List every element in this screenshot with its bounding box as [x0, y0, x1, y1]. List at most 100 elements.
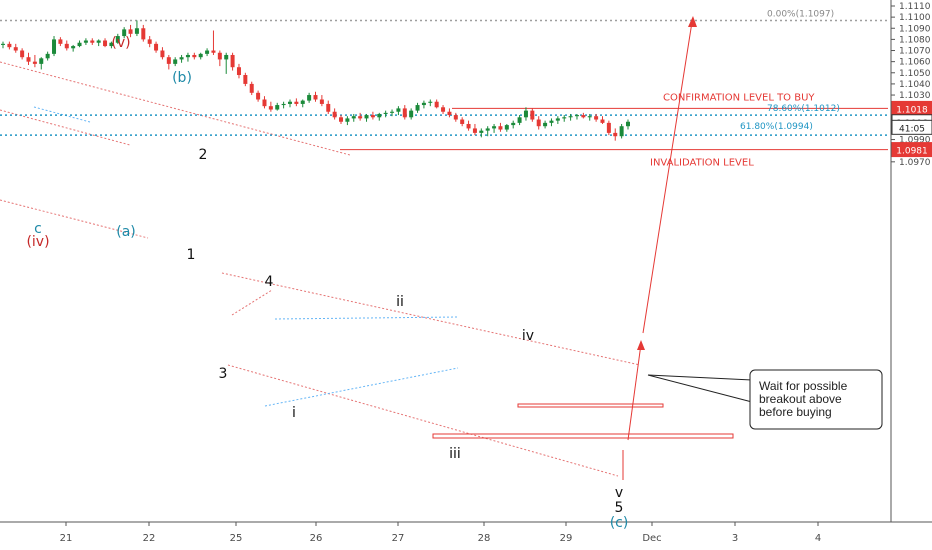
candle — [300, 99, 305, 108]
callout-line-1: Wait for possible — [759, 379, 848, 393]
wave-label: i — [292, 405, 296, 421]
candle — [485, 126, 490, 137]
candle — [134, 20, 139, 37]
projection-arrows — [622, 16, 697, 480]
candle — [122, 27, 127, 39]
candle — [45, 51, 50, 61]
candle — [626, 119, 630, 130]
candle — [396, 106, 401, 116]
y-tick-label: 1.1090 — [899, 24, 931, 34]
candle — [96, 39, 101, 47]
wave-label: iii — [449, 446, 461, 462]
candle — [198, 52, 203, 60]
candle — [587, 113, 592, 121]
candle — [230, 52, 235, 71]
candle — [307, 92, 312, 103]
candle — [83, 38, 88, 45]
wave-labels: (v) (b) c (iv) (a) 2 1 4 3 i ii iii iv v… — [26, 35, 628, 531]
candle — [504, 123, 509, 132]
y-tick-label: 1.1100 — [899, 13, 931, 23]
y-tick-label: 1.1040 — [899, 80, 931, 90]
y-tick-label: 1.1110 — [899, 2, 931, 12]
price-badge: 1.0981 — [891, 142, 932, 158]
candle — [345, 116, 350, 126]
fib-0-label: 0.00%(1.1097) — [767, 9, 834, 19]
svg-text:41:05: 41:05 — [899, 124, 925, 134]
candle — [517, 115, 522, 126]
candle — [364, 113, 369, 122]
invalidation-level-label: INVALIDATION LEVEL — [650, 158, 754, 169]
candle — [472, 123, 477, 136]
y-tick-label: 1.1030 — [899, 91, 931, 101]
wave-label: 1 — [187, 247, 196, 263]
y-tick-label: 1.0990 — [899, 136, 931, 146]
candle — [574, 113, 579, 120]
candle — [402, 105, 407, 120]
candle — [421, 100, 426, 109]
candle — [58, 37, 63, 47]
x-tick-label: 28 — [478, 533, 491, 544]
candle — [160, 47, 165, 60]
x-tick-label: 29 — [560, 533, 573, 544]
candle — [109, 41, 114, 49]
candle — [441, 105, 446, 114]
fib-618-label: 61.80%(1.0994) — [740, 122, 813, 132]
candle — [7, 41, 12, 50]
callout-line-3: before buying — [759, 405, 832, 419]
svg-text:1.0981: 1.0981 — [896, 147, 928, 157]
candle — [173, 57, 178, 67]
candle — [147, 36, 152, 48]
candle — [64, 40, 69, 51]
trend-channels — [0, 61, 641, 477]
wave-label: c — [34, 221, 42, 237]
candle — [211, 30, 216, 55]
candle — [613, 128, 618, 141]
support-box-1 — [432, 433, 734, 439]
confirmation-level-label: CONFIRMATION LEVEL TO BUY — [663, 92, 815, 103]
y-tick-label: 1.1070 — [899, 47, 931, 57]
candle — [294, 98, 299, 107]
x-tick-label: Dec — [642, 533, 661, 544]
wave-label: (iv) — [26, 234, 49, 250]
candle — [39, 57, 44, 70]
candle — [71, 44, 76, 52]
candle — [1, 41, 5, 49]
candle — [103, 38, 108, 48]
candle — [243, 72, 248, 87]
callout-line-2: breakout above — [759, 392, 842, 406]
candle — [390, 109, 395, 117]
y-tick-label: 1.1060 — [899, 58, 931, 68]
callout-note: Wait for possible breakout above before … — [647, 369, 883, 430]
candle — [498, 122, 503, 132]
candle — [511, 120, 516, 129]
candle — [606, 120, 611, 136]
candle — [166, 54, 171, 70]
candle — [581, 112, 586, 119]
candle — [192, 52, 197, 60]
candlestick-series — [1, 20, 630, 141]
fib-786-label: 78.60%(1.1012) — [767, 104, 840, 114]
candle — [466, 120, 471, 131]
candle — [217, 50, 222, 67]
candle — [562, 115, 567, 122]
wave-label: (v) — [111, 35, 130, 51]
wave-label: 5 — [615, 500, 624, 516]
x-tick-label: 22 — [143, 533, 156, 544]
wave-label: v — [615, 485, 623, 501]
candle — [141, 24, 146, 42]
candle — [555, 116, 560, 124]
candle — [13, 43, 18, 53]
candle — [619, 123, 624, 139]
candle — [447, 108, 452, 118]
candle — [332, 108, 337, 120]
candle — [409, 108, 414, 120]
candle — [377, 112, 382, 121]
candle — [530, 108, 535, 122]
candle — [536, 116, 541, 130]
x-tick-label: 4 — [815, 533, 821, 544]
candle — [600, 116, 605, 124]
candle — [383, 110, 388, 118]
candle — [492, 123, 497, 133]
candle — [281, 101, 286, 109]
